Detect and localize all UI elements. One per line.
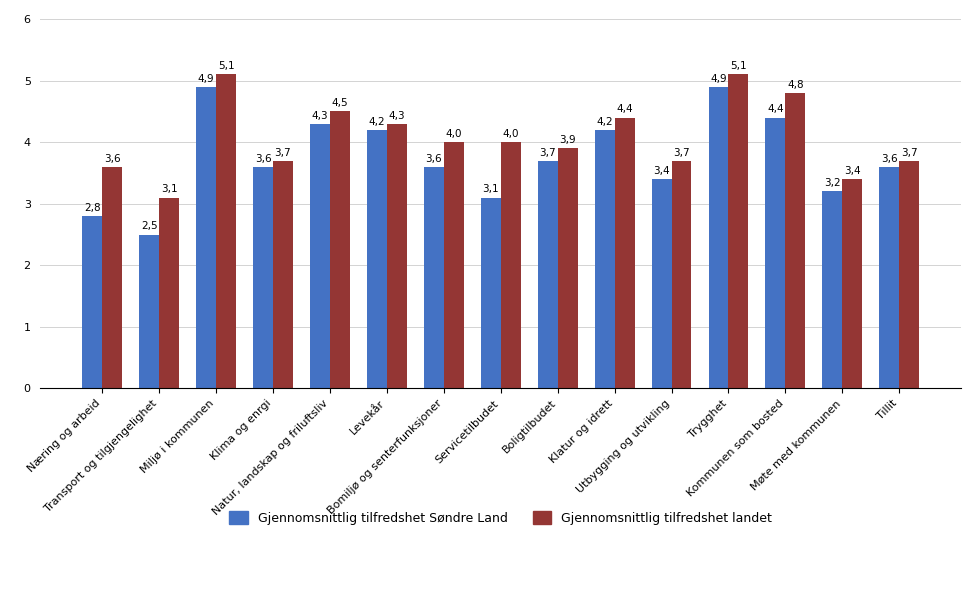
Text: 3,1: 3,1 [161, 184, 178, 194]
Text: 2,5: 2,5 [141, 221, 157, 232]
Bar [879, 167, 899, 388]
Text: 4,4: 4,4 [616, 104, 632, 115]
Bar [253, 167, 273, 388]
Bar [786, 93, 805, 388]
Text: Figut 7 Tilfredshet med kommunen som bosted og lokaldemokra: Figut 7 Tilfredshet med kommunen som bos… [5, 583, 365, 593]
Text: 4,5: 4,5 [332, 98, 348, 108]
Text: 3,7: 3,7 [540, 148, 556, 158]
Text: 3,4: 3,4 [653, 166, 670, 176]
Text: 4,0: 4,0 [445, 129, 462, 139]
Text: 3,4: 3,4 [844, 166, 861, 176]
Bar [823, 191, 842, 388]
Bar [102, 167, 122, 388]
Bar [367, 130, 386, 388]
Text: 4,0: 4,0 [503, 129, 519, 139]
Text: 3,1: 3,1 [482, 184, 499, 194]
Bar [615, 118, 634, 388]
Bar [140, 235, 159, 388]
Text: 5,1: 5,1 [730, 61, 747, 71]
Text: 4,8: 4,8 [787, 80, 803, 90]
Text: 3,6: 3,6 [881, 154, 898, 164]
Text: 3,7: 3,7 [274, 148, 291, 158]
Bar [159, 197, 179, 388]
Bar [709, 87, 728, 388]
Text: 3,9: 3,9 [559, 135, 576, 145]
Bar [652, 179, 671, 388]
Text: 4,9: 4,9 [711, 74, 727, 83]
Bar [386, 124, 407, 388]
Bar [842, 179, 862, 388]
Text: 4,2: 4,2 [369, 117, 386, 127]
Bar [273, 161, 293, 388]
Bar [330, 112, 349, 388]
Text: 4,4: 4,4 [767, 104, 784, 115]
Bar [557, 148, 578, 388]
Text: 4,3: 4,3 [388, 110, 405, 121]
Bar [899, 161, 919, 388]
Bar [501, 142, 520, 388]
Bar [538, 161, 557, 388]
Text: 3,6: 3,6 [103, 154, 120, 164]
Text: 3,6: 3,6 [255, 154, 271, 164]
Text: 3,2: 3,2 [824, 178, 840, 188]
Text: 2,8: 2,8 [84, 203, 101, 213]
Bar [765, 118, 786, 388]
Text: 3,7: 3,7 [673, 148, 690, 158]
Bar [728, 74, 749, 388]
Bar [216, 74, 236, 388]
Bar [481, 197, 501, 388]
Bar [444, 142, 464, 388]
Text: 5,1: 5,1 [218, 61, 234, 71]
Bar [310, 124, 330, 388]
Legend: Gjennomsnittlig tilfredshet Søndre Land, Gjennomsnittlig tilfredshet landet: Gjennomsnittlig tilfredshet Søndre Land,… [224, 506, 777, 530]
Text: 4,3: 4,3 [311, 110, 328, 121]
Bar [424, 167, 444, 388]
Text: 3,7: 3,7 [901, 148, 917, 158]
Text: 3,6: 3,6 [426, 154, 442, 164]
Bar [82, 216, 102, 388]
Text: 4,9: 4,9 [198, 74, 215, 83]
Bar [594, 130, 615, 388]
Bar [671, 161, 691, 388]
Text: 4,2: 4,2 [596, 117, 613, 127]
Bar [196, 87, 216, 388]
